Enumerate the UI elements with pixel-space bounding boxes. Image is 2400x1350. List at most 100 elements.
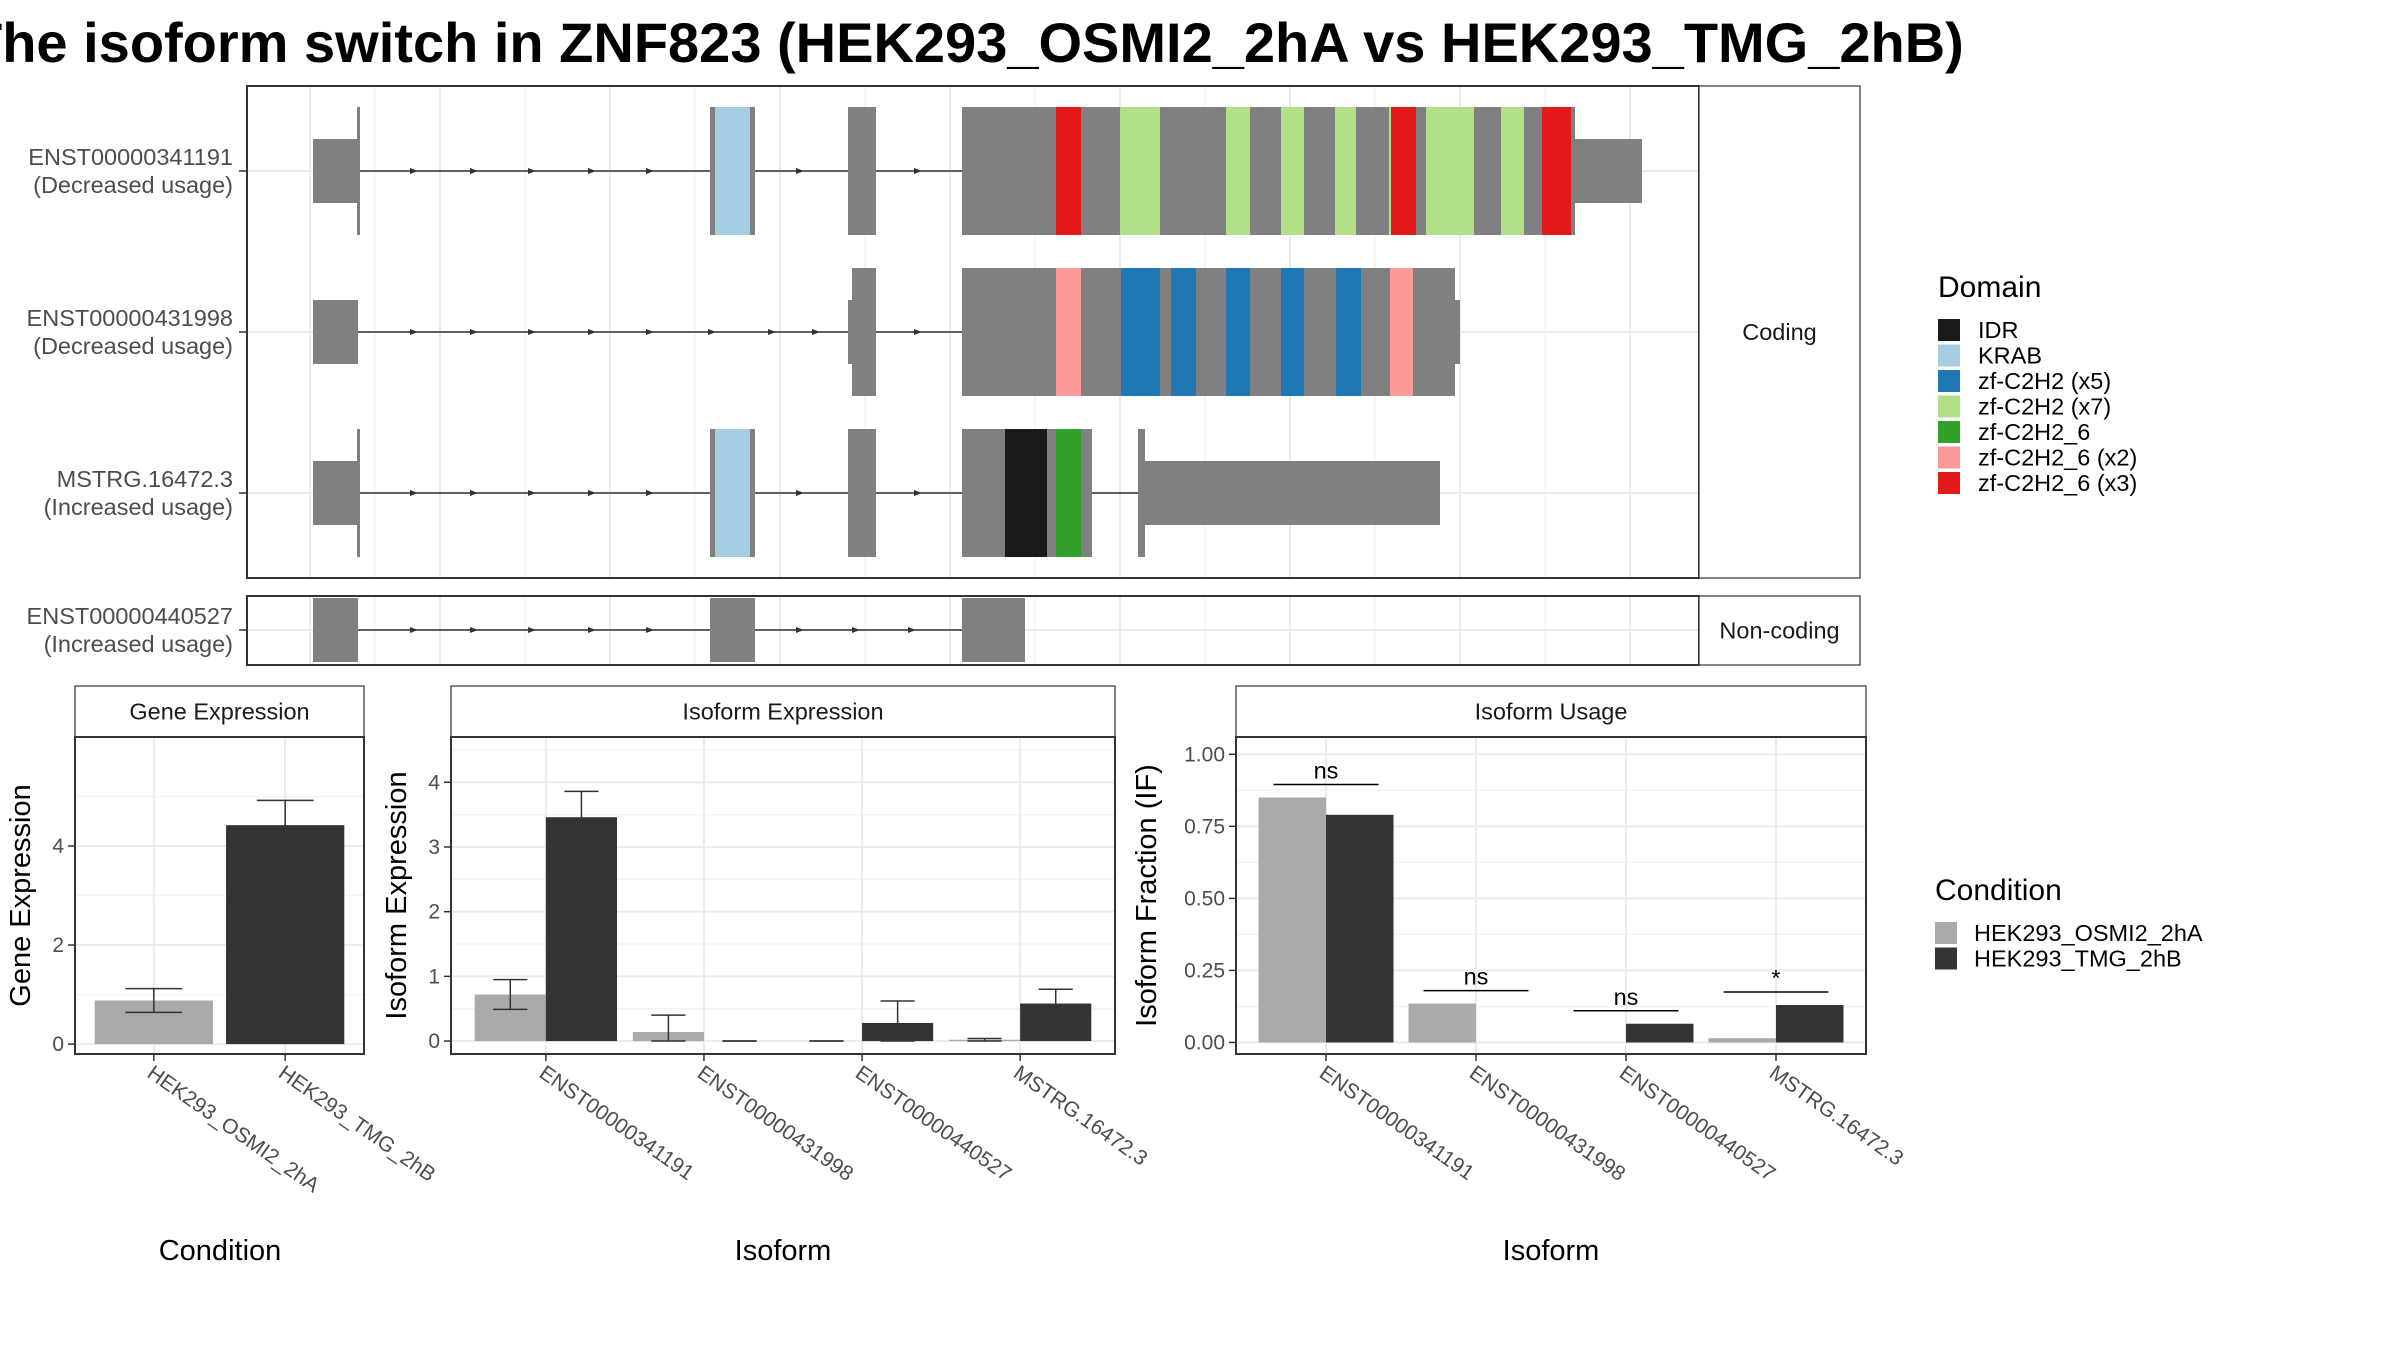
domain-segment	[1056, 107, 1081, 235]
x-tick-label: ENST00000431998	[693, 1061, 857, 1186]
intron-arrow	[796, 168, 804, 174]
bar	[1258, 797, 1326, 1043]
exon	[1138, 429, 1145, 557]
y-tick-label: 2	[428, 901, 440, 924]
exon	[848, 429, 876, 557]
x-tick-label: ENST00000440527	[851, 1061, 1015, 1186]
exon	[710, 598, 755, 662]
intron-arrow	[812, 329, 820, 335]
y-tick-label: 3	[428, 836, 440, 859]
x-tick-label: ENST00000431998	[1465, 1061, 1629, 1186]
intron-arrow	[796, 490, 804, 496]
intron-arrow	[646, 329, 654, 335]
legend-label: IDR	[1978, 317, 2018, 343]
isoform-row-label: ENST00000341191 (Decreased usage)	[28, 144, 233, 198]
facet-strip	[450, 685, 1116, 738]
intron-arrow	[470, 490, 478, 496]
domain-segment	[1335, 107, 1356, 235]
bar	[1326, 814, 1394, 1043]
exon	[848, 107, 876, 235]
y-tick-label: 0.25	[1184, 959, 1225, 982]
x-tick-label: ENST00000341191	[1315, 1061, 1478, 1185]
intron-arrow	[708, 329, 716, 335]
y-axis-title: Isoform Expression	[381, 771, 413, 1019]
isoform-id: ENST00000440527	[27, 603, 233, 629]
facet-strip	[74, 685, 365, 738]
isoform-id: ENST00000431998	[27, 305, 233, 331]
facet-strip	[1698, 85, 1861, 579]
bar	[226, 825, 345, 1045]
intron-arrow	[410, 627, 418, 633]
y-tick-label: 0.50	[1184, 887, 1225, 910]
significance-label: ns	[1614, 984, 1639, 1010]
legend-title: Domain	[1938, 271, 2041, 304]
intron-arrow	[528, 490, 536, 496]
legend-label: HEK293_TMG_2hB	[1974, 946, 2182, 972]
bar	[545, 817, 617, 1042]
exon	[313, 461, 358, 525]
y-tick-label: 0	[52, 1033, 64, 1056]
domain-segment	[1120, 107, 1160, 235]
exon	[962, 598, 1025, 662]
intron-arrow	[796, 627, 804, 633]
legend-swatch	[1935, 922, 1957, 944]
intron-arrow	[470, 168, 478, 174]
exon	[962, 107, 1575, 235]
bar	[1776, 1005, 1844, 1043]
intron-arrow	[588, 168, 596, 174]
domain-segment	[1056, 429, 1081, 557]
intron-arrow	[852, 627, 860, 633]
domain-segment	[1391, 107, 1416, 235]
intron-arrow	[528, 329, 536, 335]
y-tick-label: 1.00	[1184, 743, 1225, 766]
domain-segment	[1171, 268, 1196, 396]
legend-swatch	[1938, 421, 1960, 443]
intron-arrow	[646, 168, 654, 174]
intron-arrow	[646, 490, 654, 496]
domain-segment	[1281, 268, 1304, 396]
legend-label: zf-C2H2_6	[1978, 419, 2090, 445]
bar	[1408, 1003, 1476, 1043]
domain-segment	[1226, 268, 1250, 396]
intron-arrow	[470, 627, 478, 633]
y-tick-label: 1	[428, 965, 440, 988]
exon	[962, 268, 1455, 396]
facet-strip	[1698, 595, 1861, 666]
domain-segment	[1121, 268, 1160, 396]
isoform-row-label: MSTRG.16472.3 (Increased usage)	[44, 466, 233, 520]
facet-label-coding: Coding	[1742, 319, 1816, 345]
intron-arrow	[908, 627, 916, 633]
legend-swatch	[1938, 472, 1960, 494]
bar	[1626, 1023, 1694, 1043]
legend-swatch	[1935, 947, 1957, 970]
bar	[1708, 1038, 1776, 1043]
legend-label: zf-C2H2_6 (x2)	[1978, 445, 2137, 471]
exon	[848, 300, 852, 364]
isoform-row-label: ENST00000440527 (Increased usage)	[27, 603, 233, 657]
legend-title: Condition	[1935, 874, 2062, 907]
exon	[313, 139, 358, 203]
exon	[357, 107, 360, 235]
x-tick-label: MSTRG.16472.3	[1009, 1061, 1151, 1170]
isoform-row-label: ENST00000431998 (Decreased usage)	[27, 305, 233, 359]
x-tick-label: MSTRG.16472.3	[1765, 1061, 1907, 1170]
exon	[1575, 139, 1642, 203]
legend-swatch	[1938, 370, 1960, 392]
legend-label: KRAB	[1978, 343, 2042, 369]
intron-arrow	[470, 329, 478, 335]
isoform-expression-panel: Isoform Expression01234ENST00000341191EN…	[381, 685, 1152, 1267]
intron-arrow	[410, 490, 418, 496]
legend-label: zf-C2H2_6 (x3)	[1978, 470, 2137, 496]
domain-segment	[1336, 268, 1361, 396]
domain-segment	[1005, 429, 1047, 557]
intron-arrow	[914, 490, 922, 496]
significance-label: *	[1771, 965, 1780, 991]
domain-segment	[715, 107, 750, 235]
isoform-usage-panel: Isoform Usage ns ns ns * 0.00 0.25 0.50 0.75 1.00…	[1131, 685, 1907, 1267]
isoform-usage: (Decreased usage)	[33, 172, 233, 198]
isoform-usage: (Increased usage)	[44, 494, 233, 520]
legend-swatch	[1938, 395, 1960, 418]
